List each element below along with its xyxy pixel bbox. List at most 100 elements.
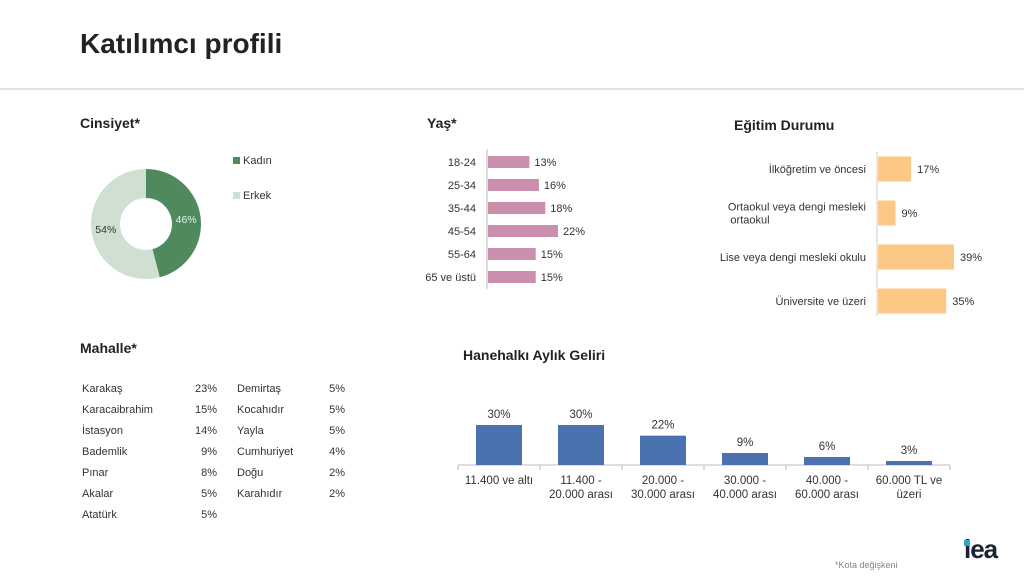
income-value-label: 22% [651,420,674,432]
logo-accent-icon [964,540,970,546]
table-row: Pınar 8% Doğu 2% [82,464,352,485]
income-category-label: 20.000 - [642,475,684,487]
edu-category-label: Üniversite ve üzeri [776,296,866,308]
neighborhood-pct: 23% [194,383,217,395]
income-category-label: üzeri [897,489,922,501]
age-bar [488,271,536,283]
edu-bar [878,244,954,270]
income-category-label: 60.000 TL ve [876,475,943,487]
age-bar [488,179,539,191]
table-row: İstasyon 14% Yayla 5% [82,422,352,443]
edu-category-label: Lise veya dengi mesleki okulu [720,252,866,264]
income-category-label: 30.000 - [724,475,766,487]
donut-value-label: 46% [176,214,197,226]
age-bar [488,156,530,168]
age-category-label: 55-64 [448,249,476,261]
neighborhood-pct: 14% [194,425,217,437]
edu-category-label: ortaokul [730,215,769,227]
neighborhood-name: Demirtaş [237,383,282,395]
income-value-label: 30% [569,409,592,421]
income-value-label: 3% [901,445,918,457]
neighborhood-name: Atatürk [82,509,117,521]
age-value-label: 15% [541,249,563,261]
income-chart-title: Hanehalkı Aylık Geliri [463,347,606,363]
legend-label: Kadın [243,155,272,167]
income-value-label: 30% [487,409,510,421]
table-row: Karakaş 23% Demirtaş 5% [82,380,352,401]
neighborhood-table: Karakaş 23% Demirtaş 5% Karacaibrahim 15… [82,380,352,527]
neighborhood-name: Doğu [237,467,264,479]
neighborhood-pct: 9% [201,446,217,458]
neighborhood-pct: 4% [329,446,345,458]
neighborhood-pct: 8% [201,467,217,479]
neighborhood-title: Mahalle* [80,340,137,356]
age-value-label: 18% [550,203,572,215]
income-bar [640,435,686,465]
education-bar-chart: İlköğretim ve öncesi 17% Ortaokul veya den… [720,152,982,316]
neighborhood-name: Kocahıdır [237,404,285,416]
table-row: Atatürk 5% [82,506,352,527]
income-bar-chart: 30% 11.400 ve altı 30% 11.400 - 20.000 arası… [457,409,951,501]
income-bar [804,457,850,465]
age-category-label: 18-24 [448,157,476,169]
gender-chart-title: Cinsiyet* [80,115,140,131]
income-category-label: 11.400 - [560,475,602,487]
neighborhood-pct: 2% [329,467,345,479]
income-value-label: 9% [737,437,754,449]
age-value-label: 22% [563,226,585,238]
gender-donut-chart: 46% 54% Kadın Erkek [90,155,272,279]
income-category-label: 11.400 ve altı [465,475,533,487]
legend-label: Erkek [243,190,272,202]
age-value-label: 16% [544,180,566,192]
income-bar [886,461,932,465]
age-bar [488,225,558,237]
age-category-label: 45-54 [448,226,476,238]
footnote: *Kota değişkeni [835,560,898,570]
title-divider [0,88,1024,90]
edu-value-label: 9% [902,208,918,220]
page-title: Katılımcı profili [80,28,283,59]
neighborhood-name: Akalar [82,488,114,500]
income-bar [722,453,768,465]
income-category-label: 40.000 arası [713,489,777,501]
neighborhood-pct: 5% [329,404,345,416]
age-value-label: 15% [541,272,563,284]
age-bar-chart: 18-24 13% 25-34 16% 35-44 18% 45-54 22% 55-64 15%… [425,149,585,289]
donut-slice-erkek [90,169,160,279]
edu-value-label: 17% [917,164,939,176]
age-bar [488,248,536,260]
neighborhood-name: İstasyon [82,425,123,437]
table-row: Bademlik 9% Cumhuriyet 4% [82,443,352,464]
income-bar [558,425,604,465]
edu-category-label: Ortaokul veya dengi mesleki [728,202,866,214]
table-row: Akalar 5% Karahıdır 2% [82,485,352,506]
neighborhood-pct: 5% [201,488,217,500]
neighborhood-pct: 5% [329,425,345,437]
age-category-label: 65 ve üstü [425,272,476,284]
income-value-label: 6% [819,441,836,453]
edu-value-label: 35% [952,296,974,308]
neighborhood-name: Cumhuriyet [237,446,294,458]
neighborhood-name: Karacaibrahim [82,404,153,416]
age-chart-title: Yaş* [427,115,457,131]
neighborhood-name: Karahıdır [237,488,283,500]
neighborhood-name: Pınar [82,467,109,479]
age-category-label: 35-44 [448,203,476,215]
income-category-label: 20.000 arası [549,489,613,501]
age-value-label: 13% [534,157,556,169]
age-category-label: 25-34 [448,180,476,192]
edu-bar [878,156,912,182]
age-bar [488,202,546,214]
income-category-label: 40.000 - [806,475,848,487]
income-bar [476,425,522,465]
education-chart-title: Eğitim Durumu [734,117,835,133]
table-row: Karacaibrahim 15% Kocahıdır 5% [82,401,352,422]
edu-value-label: 39% [960,252,982,264]
neighborhood-pct: 5% [329,383,345,395]
donut-value-label: 54% [95,224,116,236]
legend-swatch [233,157,240,164]
neighborhood-name: Bademlik [82,446,128,458]
neighborhood-pct: 2% [329,488,345,500]
edu-bar [878,200,896,226]
income-category-label: 30.000 arası [631,489,695,501]
